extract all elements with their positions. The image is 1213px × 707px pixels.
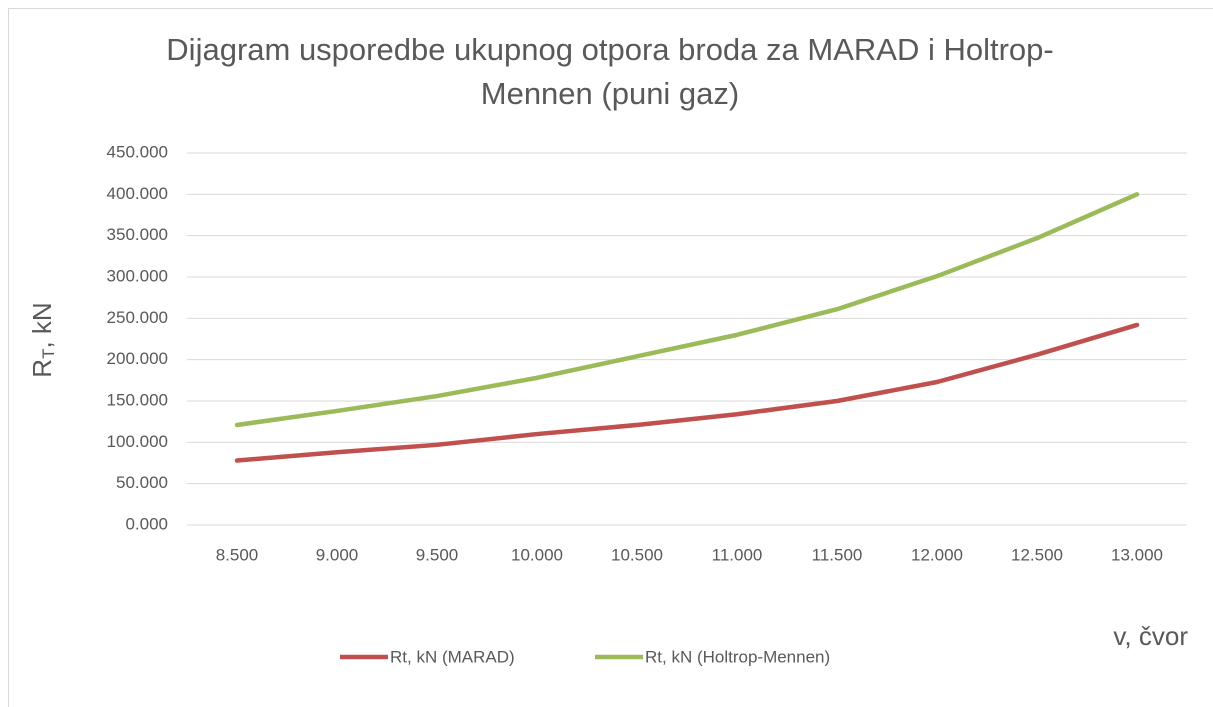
y-label-main: R — [27, 359, 57, 378]
x-axis-label: v, čvor — [1113, 621, 1188, 651]
y-tick-label: 350.000 — [107, 225, 168, 244]
y-tick-label: 400.000 — [107, 184, 168, 203]
y-tick-label: 50.000 — [116, 473, 168, 492]
legend-label: Rt, kN (Holtrop-Mennen) — [645, 647, 830, 666]
line-series — [234, 192, 1140, 428]
y-axis-label: RT, kN — [27, 302, 59, 377]
x-tick-label: 12.000 — [911, 545, 963, 564]
y-label-sub: T — [39, 349, 58, 359]
x-tick-label: 9.000 — [316, 545, 359, 564]
x-tick-label: 9.500 — [416, 545, 459, 564]
line-series — [234, 322, 1140, 463]
x-tick-label: 10.500 — [611, 545, 663, 564]
chart-border — [8, 8, 1213, 707]
x-tick-label: 13.000 — [1111, 545, 1163, 564]
chart-title: Dijagram usporedbe ukupnog otpora broda … — [166, 32, 1054, 111]
y-label-rest: , kN — [27, 302, 57, 348]
x-tick-label: 11.500 — [812, 545, 863, 564]
x-tick-label: 11.000 — [712, 545, 763, 564]
x-tick-label: 12.500 — [1011, 545, 1063, 564]
y-tick-label: 0.000 — [125, 514, 168, 533]
y-tick-label: 150.000 — [107, 390, 168, 409]
legend-label: Rt, kN (MARAD) — [390, 647, 515, 666]
x-tick-label: 8.500 — [216, 545, 259, 564]
y-tick-label: 250.000 — [107, 308, 168, 327]
y-tick-label: 200.000 — [107, 349, 168, 368]
y-tick-label: 100.000 — [107, 432, 168, 451]
y-tick-label: 450.000 — [107, 142, 168, 161]
y-tick-label: 300.000 — [107, 266, 168, 285]
x-tick-label: 10.000 — [511, 545, 563, 564]
